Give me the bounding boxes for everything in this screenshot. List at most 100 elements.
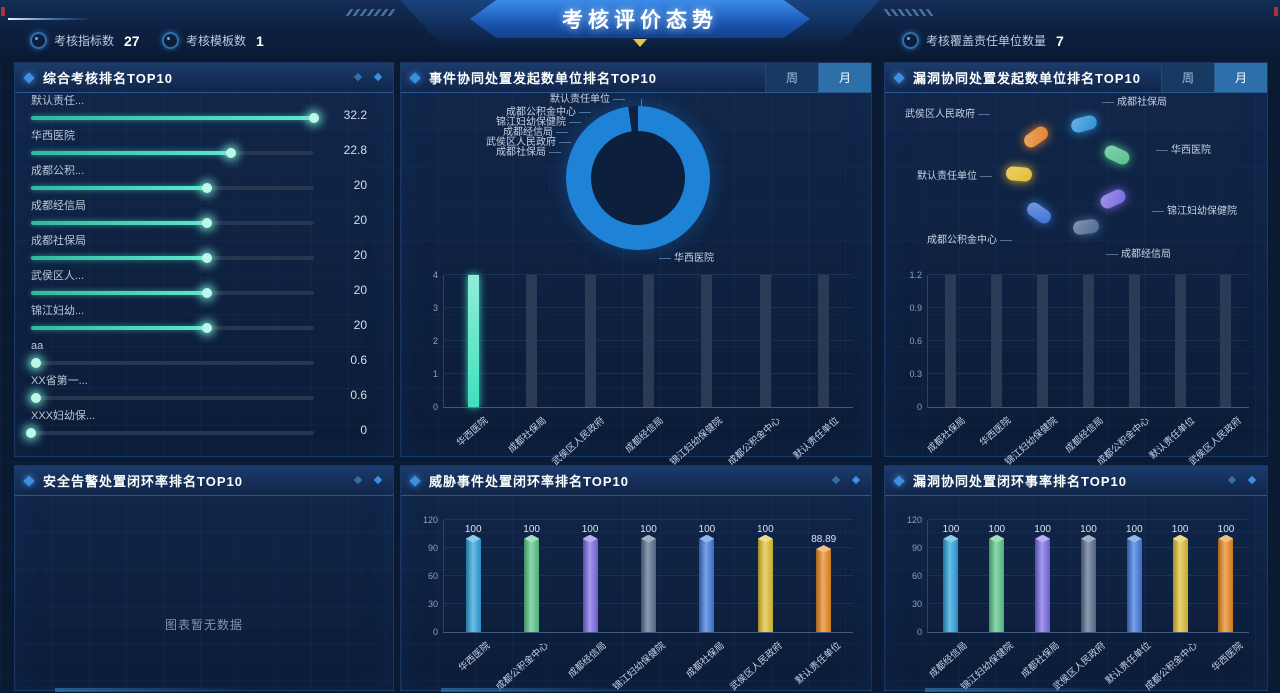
donut-label: 锦江妇幼保健院 [496, 117, 584, 128]
bar-value-label: 100 [1217, 523, 1235, 535]
x-axis-label: 武侯区人民政府 [550, 408, 607, 468]
x-axis-label: 成都社保局 [506, 408, 549, 455]
donut-label: 成都社保局 [496, 147, 564, 158]
bar-fill [467, 275, 479, 407]
y-axis-tick-label: 30 [427, 599, 438, 609]
hbar-row: XX省第一... 0.6 [31, 375, 393, 409]
panel-title: 综合考核排名TOP10 [43, 71, 173, 86]
hbar-category-label: 成都社保局 [31, 235, 86, 247]
x-axis-label-text: 成都社保局 [506, 415, 549, 456]
hbar-track [31, 288, 314, 298]
bar [991, 275, 1003, 407]
stat-label: 考核覆盖责任单位数量 [926, 34, 1047, 48]
x-axis-label-text: 华西医院 [978, 415, 1014, 449]
x-axis-labels: 成都经信局 锦江妇幼保健院 成都社保局 武侯区人民政府 默认责任单位 成都公积金中心 华西医… [927, 633, 1249, 693]
x-axis-label: 默认责任单位 [792, 408, 842, 461]
x-axis-label: 成都社保局 [925, 408, 968, 455]
overall-rank-chart: 默认责任... 32.2 华西医院 22.8 成都公积... 20 成都经信局 20 成都社保局… [15, 92, 393, 456]
hbar-track [31, 183, 314, 193]
hbar-category-label: 武侯区人... [31, 270, 85, 282]
panel-bottom-accent [925, 688, 1115, 692]
x-axis-label: 华西医院 [457, 633, 493, 678]
hbar-fill [31, 358, 42, 368]
hbar-track [31, 148, 314, 158]
week-button[interactable]: 周 [765, 63, 818, 92]
chart-plot-area: 0 30 60 90 120 100 100 100 100 100 100 88.89 [423, 515, 853, 637]
x-axis-labels: 华西医院 成都公积金中心 成都经信局 锦江妇幼保健院 成都社保局 武侯区人民政府 默认责任单… [443, 633, 853, 693]
threat-bar-chart: 0 30 60 90 120 100 100 100 100 100 100 88.89 华西医院 成都公… [407, 508, 865, 693]
month-button[interactable]: 月 [1214, 63, 1267, 92]
y-axis-tick-label: 4 [432, 270, 438, 280]
page-title: 考核评价态势 [562, 9, 718, 32]
page-title-banner: 考核评价态势 [470, 0, 810, 38]
x-axis-label: 成都经信局 [927, 633, 970, 680]
bar: 100 [640, 520, 657, 632]
scatter-point-label: 武侯区人民政府 [905, 109, 993, 120]
corner-accent-left [1, 7, 5, 16]
bar-track [526, 275, 538, 407]
bar: 100 [1034, 520, 1051, 632]
bar-value-label: 100 [988, 523, 1006, 535]
x-axis-label: 默认责任单位 [794, 633, 844, 686]
stat-indicator-count: 考核指标数 27 [30, 32, 140, 49]
x-axis-label: 成都经信局 [1063, 408, 1106, 455]
bar: 100 [464, 520, 482, 632]
y-axis-tick-label: 0.9 [909, 303, 922, 313]
stat-label: 考核模板数 [186, 34, 247, 48]
hbar-fill [31, 218, 212, 228]
chart-plot-area: 0 30 60 90 120 100 100 100 100 100 100 100 [907, 515, 1249, 637]
bar-top-cap [1218, 534, 1234, 543]
bar-value-label: 100 [640, 523, 657, 535]
x-axis-label: 默认责任单位 [1148, 408, 1198, 461]
x-axis-label: 成都经信局 [567, 633, 610, 680]
hbar-row: 武侯区人... 20 [31, 270, 393, 304]
gridline [928, 274, 1249, 275]
gridline [444, 519, 853, 520]
hbar-value: 20 [353, 283, 367, 297]
bar: 100 [943, 520, 959, 632]
bar-top-cap [699, 534, 715, 543]
bar-track [1220, 275, 1232, 407]
month-button[interactable]: 月 [818, 63, 871, 92]
bar-cap-glow [31, 358, 42, 368]
bar [642, 275, 654, 407]
x-axis-label: 成都公积金中心 [1143, 633, 1200, 693]
bar: 100 [1080, 520, 1097, 632]
bar [1082, 275, 1094, 407]
x-axis-label: 成都公积金中心 [726, 408, 783, 468]
scatter-point [1102, 143, 1132, 167]
y-axis-tick-label: 90 [427, 543, 438, 553]
leader-line [579, 111, 591, 113]
hbar-row: XXX妇幼保... 0 [26, 410, 393, 444]
bar-top-cap [757, 534, 773, 543]
leader-line [1000, 239, 1012, 241]
panel-alarm-closure: 安全告警处置闭环率排名TOP10 图表暂无数据 [14, 465, 394, 692]
bar: 100 [757, 520, 774, 632]
panel-header: 事件协同处置发起数单位排名TOP10 周 月 [401, 63, 871, 93]
bar: 100 [988, 520, 1006, 632]
week-button[interactable]: 周 [1161, 63, 1214, 92]
scatter-point-label: 成都公积金中心 [927, 235, 1015, 246]
bar-top-cap [524, 534, 540, 543]
dots-decoration [1229, 477, 1255, 484]
bar-track [1128, 275, 1140, 407]
hbar-category-label: aa [31, 340, 44, 352]
dots-decoration [355, 477, 381, 484]
event-donut-chart: 默认责任单位 成都公积金中心 锦江妇幼保健院 成都经信局 武侯区人民政府 成都社保局 华西医… [401, 91, 871, 271]
panel-event-rank: 事件协同处置发起数单位排名TOP10 周 月 默认责任单位 成都公积金中心 锦江妇幼… [400, 62, 872, 468]
bar [1220, 275, 1232, 407]
x-axis-label: 华西医院 [978, 408, 1014, 453]
y-axis-tick-label: 0.3 [909, 369, 922, 379]
vuln-closure-bar-chart: 0 30 60 90 120 100 100 100 100 100 100 100 成都经信局 锦江妇幼… [891, 508, 1261, 693]
ring-dot-icon [902, 32, 919, 49]
hbar-track [31, 253, 314, 263]
x-axis-label-text: 成都经信局 [623, 415, 666, 456]
leader-line [978, 113, 990, 115]
bar-value-label: 100 [464, 523, 482, 535]
hatch-decoration-right [883, 9, 935, 16]
hbar-value: 20 [353, 178, 367, 192]
hbar-category-label: 成都经信局 [31, 200, 86, 212]
bar-fill [943, 534, 959, 632]
x-axis-label: 锦江妇幼保健院 [668, 408, 725, 468]
bar-cap-glow [201, 183, 212, 193]
